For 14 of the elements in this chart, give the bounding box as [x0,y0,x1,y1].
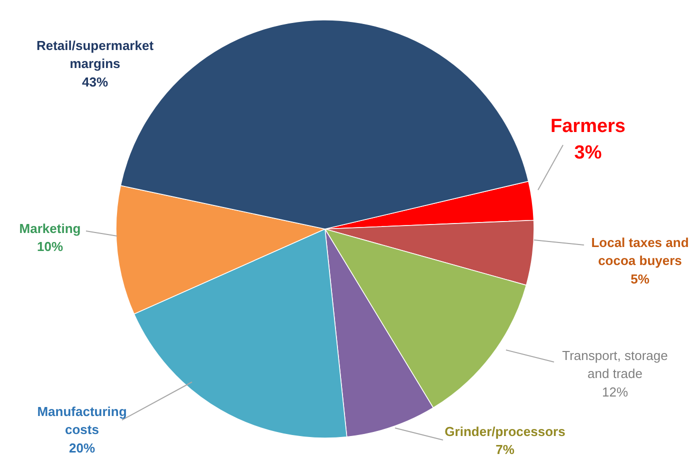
data-label: 5% [630,271,650,286]
slice-label: Local taxes and cocoa buyers [591,235,689,268]
slice-label: Retail/supermarket margins [36,38,154,72]
slice-label: Manufacturing costs [37,404,127,438]
data-label: 3% [574,142,602,164]
slice-label: Marketing [19,221,81,236]
data-label: 12% [602,384,628,400]
data-label: 20% [68,440,96,456]
data-label: 10% [36,239,64,254]
slice-label: Grinder/processors [444,424,566,439]
data-label: 43% [82,74,108,90]
data-label: 7% [496,442,515,458]
slice-label: Farmers [550,116,626,137]
slice-label: Transport, storage and trade [562,348,668,382]
